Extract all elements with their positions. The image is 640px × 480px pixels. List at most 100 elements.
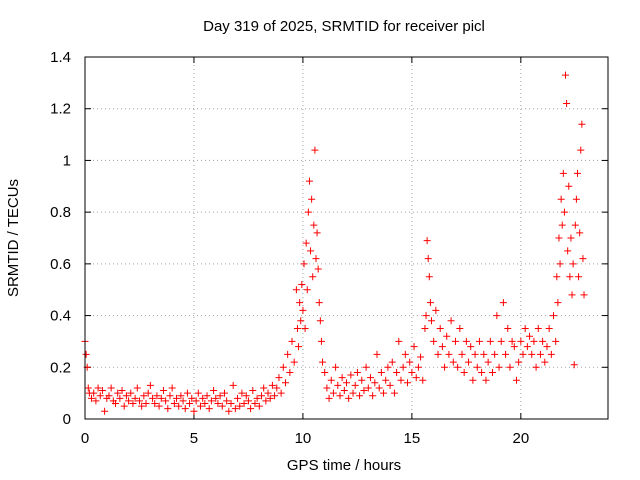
grid-layer: [85, 57, 608, 419]
data-point: [579, 255, 587, 263]
data-point: [284, 350, 292, 358]
data-point: [247, 405, 255, 413]
data-point: [304, 208, 312, 216]
data-point: [388, 358, 396, 366]
data-point: [157, 394, 165, 402]
data-point: [273, 384, 281, 392]
data-point: [271, 392, 279, 400]
data-point: [218, 402, 226, 410]
data-point: [138, 402, 146, 410]
data-point: [570, 361, 578, 369]
data-point: [471, 350, 479, 358]
data-point: [114, 389, 122, 397]
data-point: [547, 350, 555, 358]
data-point: [188, 394, 196, 402]
data-point: [560, 208, 568, 216]
data-point: [347, 371, 355, 379]
data-point: [489, 368, 497, 376]
data-point: [296, 299, 304, 307]
data-point: [227, 399, 235, 407]
data-point: [555, 234, 563, 242]
data-point: [460, 368, 468, 376]
data-point: [170, 399, 178, 407]
data-point: [127, 389, 135, 397]
data-point: [275, 374, 283, 382]
data-point: [112, 399, 120, 407]
data-point: [543, 343, 551, 351]
data-point: [412, 374, 420, 382]
data-point: [255, 402, 263, 410]
data-point: [532, 363, 540, 371]
data-point: [323, 384, 331, 392]
data-point: [425, 273, 433, 281]
data-point: [253, 394, 261, 402]
data-point: [519, 350, 527, 358]
data-point: [190, 407, 198, 415]
data-point: [410, 343, 418, 351]
data-point: [334, 381, 342, 389]
data-point: [371, 379, 379, 387]
data-point: [142, 399, 150, 407]
data-point: [118, 387, 126, 395]
data-point: [395, 337, 403, 345]
data-point: [321, 368, 329, 376]
data-point: [373, 350, 381, 358]
data-point: [125, 397, 133, 405]
data-point: [234, 394, 242, 402]
data-point: [315, 299, 323, 307]
data-point: [325, 394, 333, 402]
data-point: [98, 387, 106, 395]
data-point: [554, 299, 562, 307]
data-point: [465, 358, 473, 366]
data-point: [362, 363, 370, 371]
data-point: [327, 376, 335, 384]
data-point: [510, 343, 518, 351]
data-point: [502, 350, 510, 358]
data-point: [528, 350, 536, 358]
y-tick-label: 0.6: [50, 256, 71, 273]
data-point: [545, 325, 553, 332]
data-point: [568, 291, 576, 299]
data-point: [364, 384, 372, 392]
data-point: [484, 358, 492, 366]
data-point: [449, 358, 457, 366]
data-point: [292, 286, 300, 294]
data-point: [131, 394, 139, 402]
data-point: [105, 392, 113, 400]
data-point: [414, 363, 422, 371]
data-point: [179, 397, 187, 405]
data-point: [309, 273, 317, 281]
data-point: [576, 229, 584, 237]
data-point: [177, 392, 185, 400]
data-point: [517, 337, 525, 345]
data-point: [408, 368, 416, 376]
data-point: [530, 337, 538, 345]
data-point: [539, 337, 547, 345]
data-point: [552, 337, 560, 345]
data-point: [562, 71, 570, 79]
data-point: [360, 387, 368, 395]
data-point: [201, 399, 209, 407]
data-point: [447, 317, 455, 325]
plot-frame: [84, 56, 609, 420]
data-point: [94, 384, 102, 392]
data-point: [107, 384, 115, 392]
y-tick-label: 0.8: [50, 204, 71, 221]
data-point: [577, 146, 585, 154]
data-point: [307, 247, 315, 255]
data-point: [491, 350, 499, 358]
y-tick-label: 0: [63, 411, 71, 428]
data-point: [314, 265, 322, 273]
data-point: [565, 182, 573, 190]
data-point: [369, 392, 377, 400]
data-point: [96, 392, 104, 400]
data-point: [340, 387, 348, 395]
data-point: [417, 353, 425, 361]
data-point: [242, 392, 250, 400]
data-point: [401, 350, 409, 358]
data-point: [469, 376, 477, 384]
data-point: [305, 177, 313, 185]
data-point: [573, 169, 581, 177]
data-point: [493, 312, 501, 320]
